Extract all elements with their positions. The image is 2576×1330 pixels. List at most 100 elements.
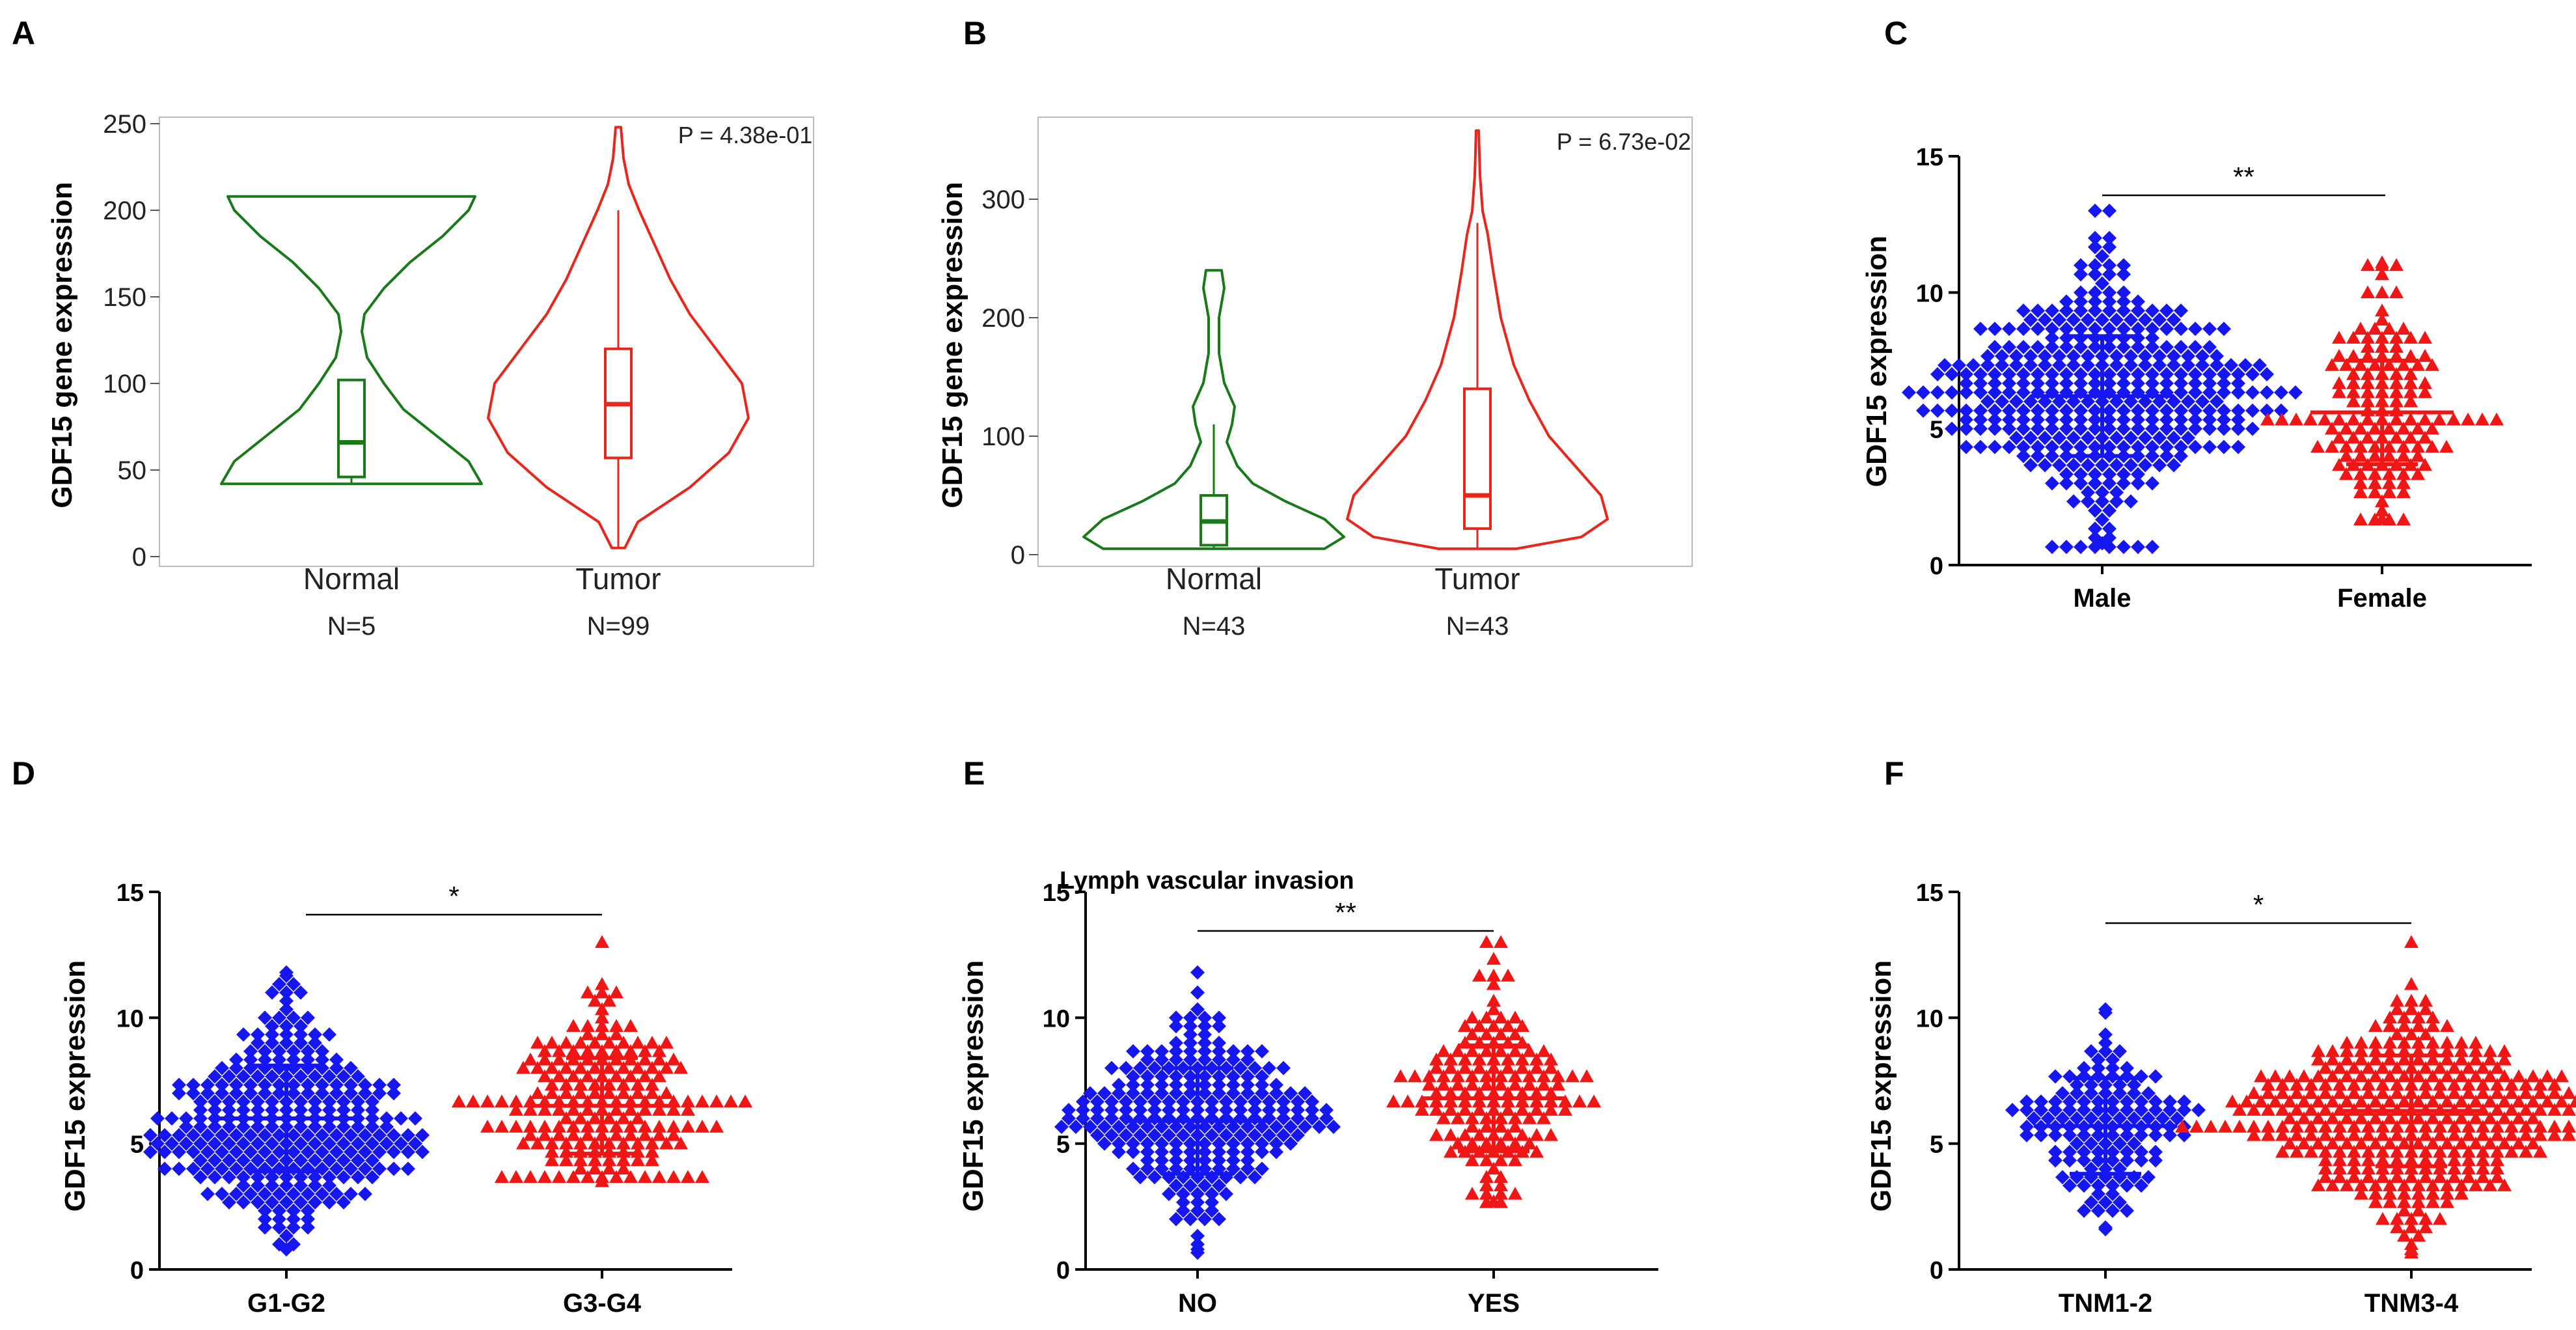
- data-point: [1501, 1086, 1515, 1100]
- data-point: [2389, 258, 2404, 271]
- data-point: [2152, 458, 2167, 473]
- data-point: [1283, 1086, 1298, 1101]
- data-point: [315, 1144, 329, 1159]
- data-point: [1255, 1144, 1269, 1159]
- y-axis-label: GDF15 expression: [59, 960, 91, 1212]
- data-point: [2389, 349, 2404, 362]
- data-point: [2105, 1128, 2120, 1143]
- data-point: [2353, 476, 2368, 490]
- data-point: [2425, 357, 2439, 371]
- data-point: [2340, 1069, 2354, 1083]
- data-point: [2490, 1153, 2504, 1167]
- data-point: [1973, 367, 1988, 381]
- data-point: [2081, 458, 2095, 473]
- data-point: [2088, 340, 2102, 355]
- data-point: [2217, 421, 2231, 436]
- violin-normal: [220, 195, 483, 486]
- data-point: [2339, 357, 2353, 371]
- data-point: [2376, 1153, 2390, 1167]
- data-point: [623, 1119, 638, 1133]
- data-point: [2469, 1178, 2483, 1191]
- data-point: [1183, 1027, 1198, 1042]
- data-point: [1959, 385, 1973, 400]
- data-point: [208, 1119, 222, 1134]
- data-point: [2045, 540, 2059, 555]
- data-point: [2353, 449, 2368, 462]
- data-point: [387, 1128, 401, 1143]
- data-point: [1276, 1128, 1291, 1143]
- data-point: [1226, 1153, 1240, 1168]
- data-point: [2148, 1144, 2163, 1159]
- data-point: [1572, 1094, 1587, 1108]
- data-point: [495, 1094, 509, 1108]
- data-point: [2088, 322, 2102, 337]
- data-point: [2202, 403, 2217, 418]
- data-point: [2368, 439, 2382, 453]
- data-point: [2318, 1077, 2333, 1091]
- data-point: [2091, 1144, 2105, 1159]
- data-point: [631, 1136, 645, 1150]
- data-point: [294, 1027, 308, 1042]
- data-point: [2134, 1178, 2148, 1193]
- data-point: [2404, 1027, 2418, 1040]
- data-point: [193, 1111, 208, 1126]
- data-point: [1198, 1069, 1212, 1084]
- data-point: [2077, 1178, 2091, 1193]
- data-point: [1472, 1086, 1487, 1100]
- data-point: [150, 1136, 165, 1151]
- data-point: [2117, 340, 2131, 355]
- data-point: [1544, 1086, 1558, 1100]
- data-point: [2117, 367, 2131, 381]
- data-point: [2325, 1069, 2340, 1083]
- panel-label: B: [963, 15, 987, 51]
- y-tick-label: 15: [1916, 880, 1943, 907]
- x-category-label: TNM1-2: [2059, 1289, 2152, 1318]
- data-point: [344, 1144, 358, 1159]
- data-point: [1126, 1136, 1140, 1151]
- data-point: [1501, 1103, 1515, 1116]
- data-point: [2311, 1052, 2325, 1066]
- data-point: [2113, 1195, 2127, 1210]
- data-point: [2031, 403, 2045, 418]
- data-point: [1945, 403, 1959, 418]
- data-point: [552, 1052, 566, 1066]
- data-point: [2375, 331, 2389, 344]
- data-point: [2489, 412, 2504, 426]
- data-point: [2088, 230, 2102, 245]
- data-point: [1465, 1153, 1479, 1167]
- data-point: [236, 1170, 251, 1185]
- data-point: [2454, 1094, 2469, 1108]
- data-point: [1083, 1086, 1097, 1101]
- data-point: [387, 1086, 401, 1101]
- data-point: [2454, 1044, 2469, 1057]
- data-point: [666, 1052, 681, 1066]
- data-point: [2148, 1153, 2163, 1168]
- data-point: [1183, 1144, 1198, 1159]
- data-point: [258, 1212, 272, 1226]
- data-point: [2138, 357, 2152, 372]
- data-point: [2059, 467, 2074, 482]
- data-point: [2469, 1044, 2483, 1057]
- data-point: [165, 1136, 179, 1151]
- significance-marker: **: [2233, 161, 2254, 192]
- data-point: [659, 1060, 674, 1074]
- data-point: [2077, 1103, 2091, 1118]
- data-point: [1240, 1069, 1255, 1084]
- data-point: [1544, 1060, 1558, 1074]
- data-point: [681, 1119, 695, 1133]
- data-point: [2074, 267, 2088, 282]
- data-point: [602, 1161, 616, 1175]
- data-point: [1472, 1060, 1487, 1074]
- dots-female: [2260, 255, 2504, 526]
- data-point: [2375, 312, 2389, 326]
- data-point: [2016, 303, 2031, 318]
- y-tick-label: 0: [132, 543, 146, 572]
- data-point: [1176, 1094, 1190, 1109]
- data-point: [2174, 376, 2188, 391]
- data-point: [2159, 412, 2174, 427]
- data-point: [1176, 1128, 1190, 1143]
- data-point: [1515, 1094, 1529, 1108]
- data-point: [1198, 1212, 1212, 1226]
- data-point: [301, 1187, 315, 1201]
